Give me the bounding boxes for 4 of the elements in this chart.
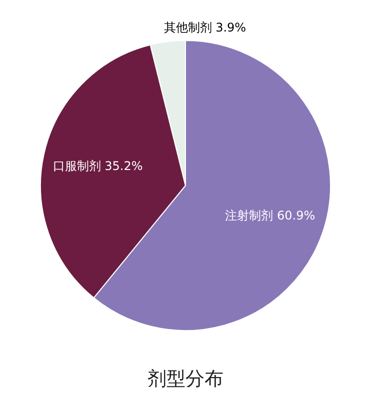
- text: 剂型分布: [148, 368, 224, 390]
- slice-label: 口服制剂 35.2%: [52, 158, 143, 173]
- slice-label: 其他制剂 3.9%: [164, 20, 246, 35]
- slice-label: 注射制剂 60.9%: [225, 208, 316, 223]
